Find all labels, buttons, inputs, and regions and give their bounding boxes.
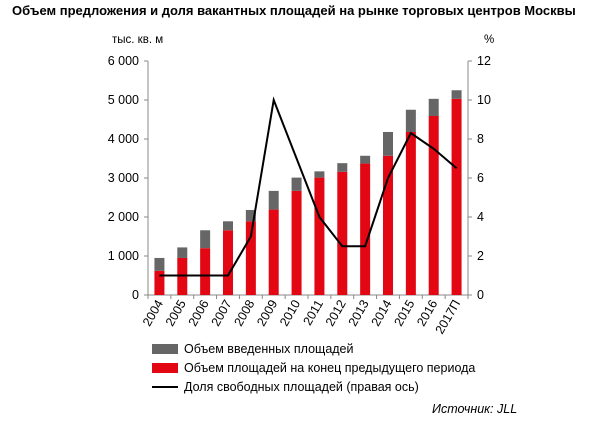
bar-stock <box>200 248 211 295</box>
bar-new <box>314 171 325 178</box>
bar-new <box>177 247 188 258</box>
legend-swatch-vacancy <box>152 385 178 388</box>
bar-new <box>405 109 416 132</box>
legend-label-vacancy: Доля свободных площадей (правая ось) <box>184 379 419 394</box>
left-axis-tick-label: 2 000 <box>108 210 139 224</box>
left-axis-unit: тыс. кв. м <box>112 34 164 46</box>
legend-item-vacancy: Доля свободных площадей (правая ось) <box>152 377 475 396</box>
left-axis-tick-label: 6 000 <box>108 54 139 68</box>
x-axis-category-label: 2009 <box>254 297 280 328</box>
bar-new <box>223 221 233 231</box>
bar-stock <box>268 209 279 295</box>
bar-stock <box>383 155 393 295</box>
x-axis-category-label: 2007 <box>209 297 235 328</box>
bar-new <box>200 230 211 249</box>
right-axis-tick-label: 6 <box>477 171 484 185</box>
chart-title: Объем предложения и доля вакантных площа… <box>12 3 576 18</box>
legend-label-new: Объем введенных площадей <box>184 341 354 356</box>
legend-swatch-stock <box>152 362 178 373</box>
x-axis-category-label: 2004 <box>140 297 166 328</box>
right-axis-tick-label: 8 <box>477 132 484 146</box>
x-axis-category-label: 2014 <box>369 297 395 328</box>
bar-new <box>451 90 462 99</box>
right-axis-tick-label: 2 <box>477 249 484 263</box>
bar-new <box>268 190 279 210</box>
bar-stock <box>428 115 439 296</box>
bar-stock <box>291 190 302 295</box>
left-axis-tick-label: 1 000 <box>108 249 139 263</box>
x-axis-category-label: 2010 <box>277 297 303 328</box>
left-axis-tick-label: 3 000 <box>108 171 139 185</box>
x-axis-category-label: 2011 <box>300 297 326 327</box>
bar-new <box>154 257 165 271</box>
legend: Объем введенных площадей Объем площадей … <box>152 339 475 396</box>
x-axis-category-label: 2008 <box>231 297 257 328</box>
x-axis-category-label: 2013 <box>346 297 372 328</box>
bar-stock <box>245 221 256 295</box>
bar-new <box>360 155 371 164</box>
x-axis-category-label: 2006 <box>186 297 212 328</box>
bar-new <box>428 98 439 116</box>
right-axis-tick-label: 4 <box>477 210 484 224</box>
right-axis-tick-label: 12 <box>477 54 491 68</box>
bar-stock <box>223 230 233 295</box>
legend-item-stock: Объем площадей на конец предыдущего пери… <box>152 358 475 377</box>
bar-stock <box>405 131 416 295</box>
x-axis-category-label: 2005 <box>163 297 189 328</box>
right-axis-unit: % <box>484 34 495 46</box>
legend-swatch-new <box>152 343 178 354</box>
bar-stock <box>314 177 325 295</box>
bar-stock <box>451 98 462 295</box>
left-axis-tick-label: 5 000 <box>108 93 139 107</box>
right-axis-tick-label: 10 <box>477 93 491 107</box>
x-axis-category-label: 2012 <box>323 297 349 328</box>
bar-new <box>245 209 256 222</box>
source-note: Источник: JLL <box>432 402 518 416</box>
vacancy-line <box>159 96 458 277</box>
bar-new <box>291 177 302 191</box>
bar-stock <box>154 270 165 295</box>
left-axis-tick-label: 0 <box>132 288 139 302</box>
bar-new <box>337 163 348 172</box>
left-axis-tick-label: 4 000 <box>108 132 139 146</box>
x-axis-category-label: 2015 <box>391 297 417 328</box>
legend-item-new: Объем введенных площадей <box>152 339 475 358</box>
bar-new <box>383 131 393 156</box>
bar-stock <box>360 163 371 295</box>
right-axis-tick-label: 0 <box>477 288 484 302</box>
bar-stock <box>337 171 348 295</box>
legend-label-stock: Объем площадей на конец предыдущего пери… <box>184 360 476 375</box>
chart-area: 0 1 000 2 000 3 000 4 000 5 000 6 000 0 2 4 6 8 10 12… <box>108 54 491 336</box>
